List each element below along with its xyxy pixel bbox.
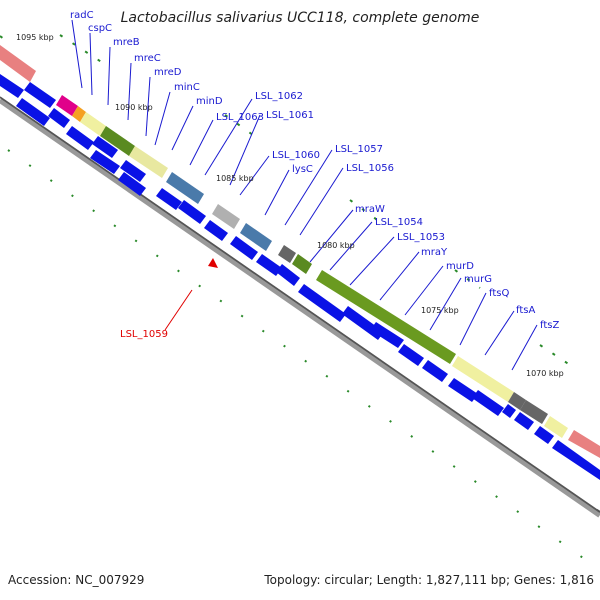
gene-label: lysC [292,164,313,175]
gene-label: mreB [113,37,140,48]
gene-labels[interactable]: radC cspC mreB mreC mreD minC minD LSL_1… [70,10,559,331]
gene-label: mreD [154,67,182,78]
gene-label: ftsZ [540,320,559,331]
topology-text: Topology: circular; Length: 1,827,111 bp… [264,573,594,587]
gene-label: LSL_1056 [346,163,394,174]
gene-label: LSL_1054 [375,217,423,228]
feature-bands [0,45,600,458]
map-title: Lactobacillus salivarius UCC118, complet… [120,10,480,26]
red-marker-icon[interactable] [208,258,218,268]
highlighted-gene-label[interactable]: LSL_1059 [120,329,168,340]
scale-tick-label: 1085 kbp [216,174,254,183]
gene-label: murD [446,261,474,272]
scale-tick-label: 1080 kbp [317,241,355,250]
cds-arrows[interactable] [0,74,600,480]
gene-label: ftsQ [489,288,509,299]
scale-tick-label: 1095 kbp [16,33,54,42]
gene-label: cspC [88,23,112,34]
gene-label: minC [174,82,200,93]
gene-label: mraW [355,204,385,215]
backbone-outer [0,97,600,518]
scale-tick-label: 1070 kbp [526,369,564,378]
scale-tick-labels: 1095 kbp 1090 kbp 1085 kbp 1080 kbp 1075… [16,33,564,378]
gene-label: mraY [421,247,448,258]
gene-label: LSL_1057 [335,144,383,155]
gene-label: LSL_1063 [216,112,264,123]
gene-label: radC [70,10,94,21]
scale-tick-dots [0,34,600,571]
scale-tick-label: 1075 kbp [421,306,459,315]
gene-label: minD [196,96,223,107]
accession-text: Accession: NC_007929 [8,573,145,587]
gene-label: mreC [134,53,161,64]
gene-label: LSL_1060 [272,150,320,161]
scale-tick-label: 1090 kbp [115,103,153,112]
leader-line-LSL-1059 [164,289,193,331]
backbone-inner [0,96,600,513]
gene-label: LSL_1062 [255,91,303,102]
gene-label: ftsA [516,305,535,316]
gene-label: LSL_1061 [266,110,314,121]
gene-leader-lines [71,19,538,371]
gene-label: LSL_1053 [397,232,445,243]
gene-label: murG [464,274,492,285]
